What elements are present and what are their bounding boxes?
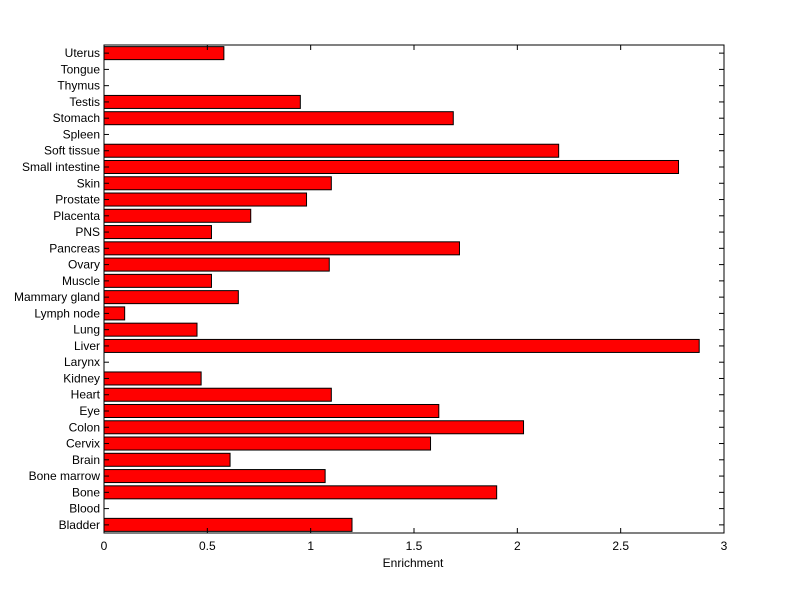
x-tick-label: 1.5 — [406, 539, 423, 553]
y-tick-label: Pancreas — [49, 241, 100, 255]
y-tick-label: Kidney — [63, 371, 100, 385]
bar-kidney — [103, 371, 202, 386]
bar-cervix — [103, 436, 432, 451]
y-tick-label: Larynx — [64, 355, 100, 369]
y-tick-label: Heart — [71, 388, 101, 402]
x-tick-label: 3 — [721, 539, 728, 553]
y-tick-label: Bladder — [59, 518, 100, 532]
y-tick-label: Brain — [72, 453, 100, 467]
y-tick-label: Tongue — [61, 62, 101, 76]
y-tick-label: Bone — [72, 485, 100, 499]
y-tick-label: Mammary gland — [14, 290, 100, 304]
y-tick-label: Testis — [69, 95, 100, 109]
y-tick-label: PNS — [75, 225, 100, 239]
bar-colon — [103, 420, 525, 435]
y-tick-label: Soft tissue — [44, 144, 100, 158]
bar-prostate — [103, 192, 308, 207]
bar-brain — [103, 452, 231, 467]
bar-pns — [103, 225, 212, 240]
x-tick-labels: 0 0.5 1 1.5 2 2.5 3 — [101, 539, 728, 553]
bar-placenta — [103, 208, 252, 223]
bar-soft-tissue — [103, 143, 560, 158]
bar-stomach — [103, 111, 454, 126]
bar-bladder — [103, 517, 353, 532]
y-tick-label: Lung — [73, 323, 100, 337]
y-tick-label: Bone marrow — [29, 469, 101, 483]
y-tick-label: Muscle — [62, 274, 100, 288]
bar-uterus — [103, 46, 225, 61]
bar-small-intestine — [103, 159, 680, 175]
y-tick-label: Lymph node — [34, 306, 100, 320]
bar-bone — [103, 485, 498, 500]
y-tick-label: Blood — [69, 502, 100, 516]
bar-skin — [103, 176, 332, 191]
x-tick-label: 2 — [514, 539, 521, 553]
x-tick-label: 1 — [307, 539, 314, 553]
bar-mammary-gland — [103, 290, 239, 305]
x-tick-label: 0.5 — [199, 539, 216, 553]
bar-lung — [103, 322, 198, 337]
y-tick-label: Stomach — [53, 111, 100, 125]
x-tick-label: 2.5 — [612, 539, 629, 553]
x-tick-label: 0 — [101, 539, 108, 553]
x-axis-title: Enrichment — [383, 556, 444, 570]
y-tick-label: Liver — [74, 339, 100, 353]
bar-ovary — [103, 257, 330, 272]
y-tick-label: Thymus — [57, 79, 100, 93]
ticks-group — [103, 45, 725, 533]
bar-muscle — [103, 273, 212, 288]
y-tick-label: Uterus — [65, 46, 100, 60]
bar-liver — [103, 338, 700, 353]
y-tick-label: Eye — [79, 404, 100, 418]
y-tick-label: Small intestine — [22, 160, 100, 174]
bar-testis — [103, 94, 301, 109]
y-tick-labels: Bladder Blood Bone Bone marrow Brain Cervix Co… — [14, 46, 101, 532]
y-tick-label: Ovary — [68, 258, 100, 272]
y-tick-label: Prostate — [55, 193, 100, 207]
y-tick-label: Colon — [69, 420, 100, 434]
y-tick-label: Skin — [77, 176, 100, 190]
y-tick-label: Placenta — [53, 209, 100, 223]
bar-bone-marrow — [103, 469, 326, 484]
bar-pancreas — [103, 241, 460, 256]
y-tick-label: Cervix — [66, 437, 100, 451]
y-tick-label: Spleen — [63, 127, 100, 141]
bar-eye — [103, 403, 440, 418]
bar-heart — [103, 387, 332, 402]
